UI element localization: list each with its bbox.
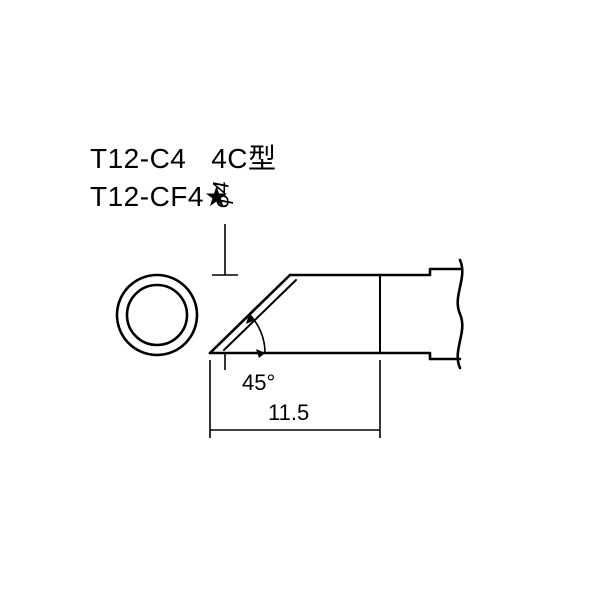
tip-drawing [0,0,600,600]
diagram-stage: T12-C4 4C型 T12-CF4★ [0,0,600,600]
label-angle: 45° [242,370,275,396]
dim-length [210,360,380,438]
side-profile [210,260,462,368]
label-diameter: φ4 [209,181,235,208]
end-view-ring [117,275,197,355]
label-length: 11.5 [268,400,309,426]
dim-angle [210,305,265,358]
